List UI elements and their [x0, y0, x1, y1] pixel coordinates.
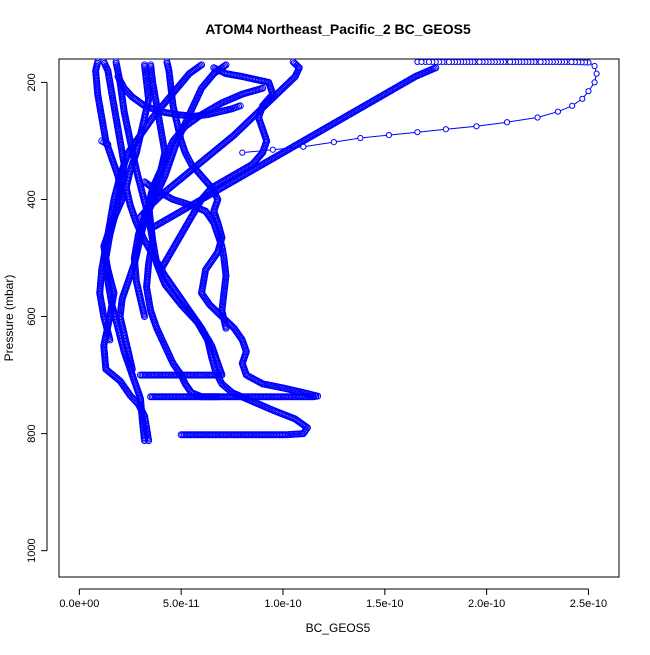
- y-tick-label: 400: [26, 190, 38, 208]
- y-tick-label: 800: [26, 424, 38, 442]
- x-tick-label: 1.0e-10: [264, 598, 301, 610]
- data-point: [104, 140, 112, 148]
- data-point: [259, 84, 267, 92]
- data-series: [112, 58, 311, 439]
- data-series: [239, 58, 600, 156]
- y-tick-label: 200: [26, 73, 38, 91]
- data-point: [357, 134, 364, 142]
- data-series: [130, 84, 267, 321]
- data-point: [136, 213, 144, 221]
- plot-frame: [58, 58, 620, 578]
- data-point: [591, 62, 598, 70]
- x-tick-label: 5.0e-11: [163, 598, 200, 610]
- data-point: [290, 59, 298, 67]
- data-point: [112, 58, 120, 66]
- data-series-group: [92, 58, 600, 445]
- data-point: [591, 79, 598, 86]
- data-point: [593, 70, 600, 77]
- data-point: [163, 58, 171, 66]
- x-tick-label: 2.5e-10: [570, 598, 607, 610]
- x-tick-label: 2.0e-10: [468, 598, 505, 610]
- data-point: [442, 126, 450, 133]
- data-point: [221, 62, 229, 70]
- data-point: [554, 108, 562, 115]
- data-point: [476, 58, 483, 66]
- data-point: [292, 60, 300, 68]
- data-series: [147, 64, 440, 233]
- data-point: [210, 64, 218, 72]
- data-point: [222, 324, 230, 332]
- data-point: [418, 58, 425, 66]
- x-tick-label: 1.5e-10: [366, 598, 403, 610]
- data-point: [503, 119, 511, 126]
- x-axis: 0.0e+00 5.0e-11 1.0e-10 1.5e-10 2.0e-10 2.5e-…: [59, 588, 607, 610]
- data-point: [269, 146, 276, 153]
- y-tick-label: 600: [26, 307, 38, 325]
- data-series: [136, 58, 303, 221]
- data-point: [300, 143, 307, 150]
- data-point: [568, 58, 575, 66]
- y-tick-label: 1000: [26, 538, 38, 562]
- data-point: [537, 58, 544, 66]
- chart-title: ATOM4 Northeast_Pacific_2 BC_GEOS5: [205, 21, 471, 37]
- data-point: [236, 102, 244, 110]
- data-point: [137, 212, 145, 220]
- y-axis-label: Pressure (mbar): [2, 275, 16, 362]
- data-point: [100, 58, 108, 66]
- data-point: [198, 61, 206, 69]
- data-series: [114, 73, 244, 120]
- data-point: [196, 62, 204, 70]
- data-point: [293, 61, 301, 69]
- data-point: [579, 95, 586, 102]
- data-point: [239, 149, 246, 156]
- x-tick-label: 0.0e+00: [59, 598, 99, 610]
- data-series: [98, 137, 112, 148]
- data-point: [569, 102, 576, 109]
- data-point: [473, 123, 480, 130]
- data-point: [330, 139, 338, 146]
- data-point: [222, 61, 230, 69]
- data-point: [141, 61, 149, 69]
- data-series: [141, 178, 230, 332]
- data-point: [289, 58, 297, 66]
- data-point: [585, 88, 592, 95]
- y-axis: 200 400 600 800 1000: [26, 73, 48, 563]
- data-series: [96, 61, 206, 344]
- data-point: [425, 58, 433, 66]
- x-axis-label: BC_GEOS5: [306, 621, 371, 635]
- data-point: [445, 58, 453, 66]
- data-point: [385, 131, 392, 139]
- data-point: [138, 211, 146, 219]
- data-point: [534, 114, 541, 121]
- data-point: [506, 58, 514, 66]
- data-point: [414, 129, 421, 136]
